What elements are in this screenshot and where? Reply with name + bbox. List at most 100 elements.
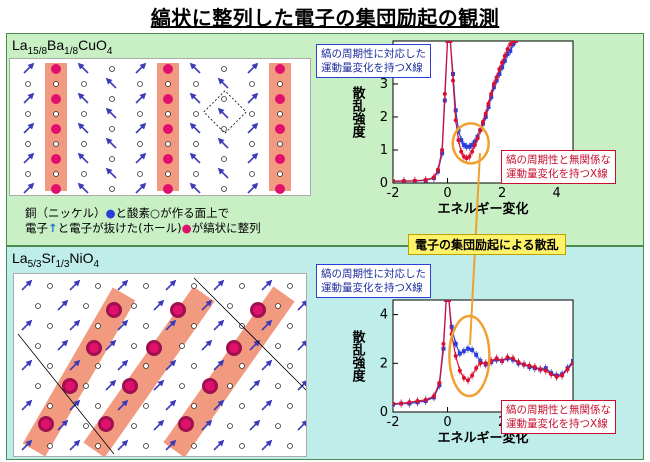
spin-arrow <box>117 319 129 331</box>
oxygen-site <box>53 111 59 117</box>
oxygen-site <box>277 111 283 117</box>
spin-arrow <box>213 399 225 411</box>
oxygen-site <box>25 141 31 147</box>
spin-arrow <box>21 279 33 291</box>
data-point-red <box>516 360 521 365</box>
spin-arrow <box>57 419 69 431</box>
oxygen-site <box>95 363 101 369</box>
y-tick-label: 2 <box>380 356 388 371</box>
oxygen-site <box>277 141 283 147</box>
spin-arrow <box>261 399 273 411</box>
data-point-blue <box>502 58 507 63</box>
data-point-blue <box>571 358 573 363</box>
hole-site-core <box>41 419 51 429</box>
oxygen-site <box>227 423 233 429</box>
data-point-red <box>436 167 440 172</box>
spin-arrow <box>217 137 229 149</box>
oxygen-site <box>47 403 53 409</box>
spin-arrow <box>21 399 33 411</box>
data-point-blue <box>470 143 475 148</box>
spin-arrow <box>261 359 273 371</box>
data-point-red <box>560 373 565 378</box>
oxygen-site <box>81 81 87 87</box>
oxygen-site <box>95 283 101 289</box>
data-point-blue <box>508 48 513 53</box>
data-point-red <box>459 149 464 154</box>
data-point-red <box>407 400 412 405</box>
hole-site <box>275 184 285 194</box>
oxygen-site <box>221 186 227 192</box>
oxygen-site <box>35 303 41 309</box>
oxygen-site <box>109 126 115 132</box>
oxygen-circle-icon: ○ <box>150 206 161 220</box>
oxygen-site <box>249 141 255 147</box>
top-callout-blue: 縞の周期性に対応した 運動量変化を持つX線 <box>316 44 431 78</box>
oxygen-site <box>193 111 199 117</box>
oxygen-site <box>287 443 293 449</box>
bottom-formula: La5/3Sr1/3NiO4 <box>12 250 100 270</box>
spin-arrow <box>249 339 261 351</box>
data-point-red <box>554 374 559 379</box>
spin-arrow <box>69 279 81 291</box>
spin-arrow <box>201 419 213 431</box>
spin-arrow <box>23 182 35 194</box>
data-point-red <box>475 136 480 141</box>
oxygen-site <box>287 403 293 409</box>
data-point-red <box>478 128 483 133</box>
oxygen-site <box>221 66 227 72</box>
oxygen-site <box>25 171 31 177</box>
data-point-blue <box>467 144 472 149</box>
oxygen-site <box>47 283 53 289</box>
x-tick-label: -2 <box>387 415 400 430</box>
y-tick-label: 0 <box>380 176 388 191</box>
spin-arrow <box>105 167 117 179</box>
data-point-red <box>415 399 420 404</box>
spin-arrow <box>135 62 147 74</box>
oxygen-site <box>165 171 171 177</box>
oxygen-site <box>53 171 59 177</box>
oxygen-site <box>81 111 87 117</box>
data-point-red <box>401 179 406 183</box>
data-point-red <box>467 154 472 159</box>
oxygen-site <box>165 81 171 87</box>
oxygen-site <box>47 363 53 369</box>
oxygen-site <box>165 141 171 147</box>
oxygen-site <box>83 303 89 309</box>
data-point-red <box>474 366 479 371</box>
spin-arrow <box>105 137 117 149</box>
oxygen-site <box>239 283 245 289</box>
hole-site-core <box>125 381 135 391</box>
spin-arrow <box>297 299 306 311</box>
page-title: 縞状に整列した電子の集団励起の観測 <box>150 6 500 30</box>
oxygen-site <box>275 383 281 389</box>
data-point-blue <box>470 347 475 352</box>
hole-site <box>275 154 285 164</box>
spin-arrow <box>23 62 35 74</box>
data-point-red <box>431 394 436 399</box>
oxygen-site <box>81 171 87 177</box>
spin-arrow <box>201 299 213 311</box>
data-point-red <box>478 361 483 366</box>
data-point-blue <box>505 52 510 57</box>
spin-arrow <box>189 152 201 164</box>
data-point-red <box>423 397 428 402</box>
hole-site-core <box>149 343 159 353</box>
oxygen-site <box>277 171 283 177</box>
oxygen-site <box>193 171 199 177</box>
oxygen-site <box>275 423 281 429</box>
data-point-blue <box>449 324 454 329</box>
oxygen-site <box>109 156 115 162</box>
highlight-ellipse <box>451 122 490 165</box>
oxygen-site <box>277 81 283 87</box>
y-tick-label: 1 <box>380 143 388 158</box>
oxygen-site <box>221 126 227 132</box>
y-tick-label: 2 <box>380 110 388 125</box>
spin-arrow <box>153 379 165 391</box>
data-point-red <box>532 364 537 369</box>
spin-arrow <box>105 339 117 351</box>
spin-arrow <box>135 152 147 164</box>
oxygen-site <box>53 141 59 147</box>
oxygen-site <box>239 403 245 409</box>
oxygen-site <box>143 403 149 409</box>
spin-arrow <box>77 92 89 104</box>
